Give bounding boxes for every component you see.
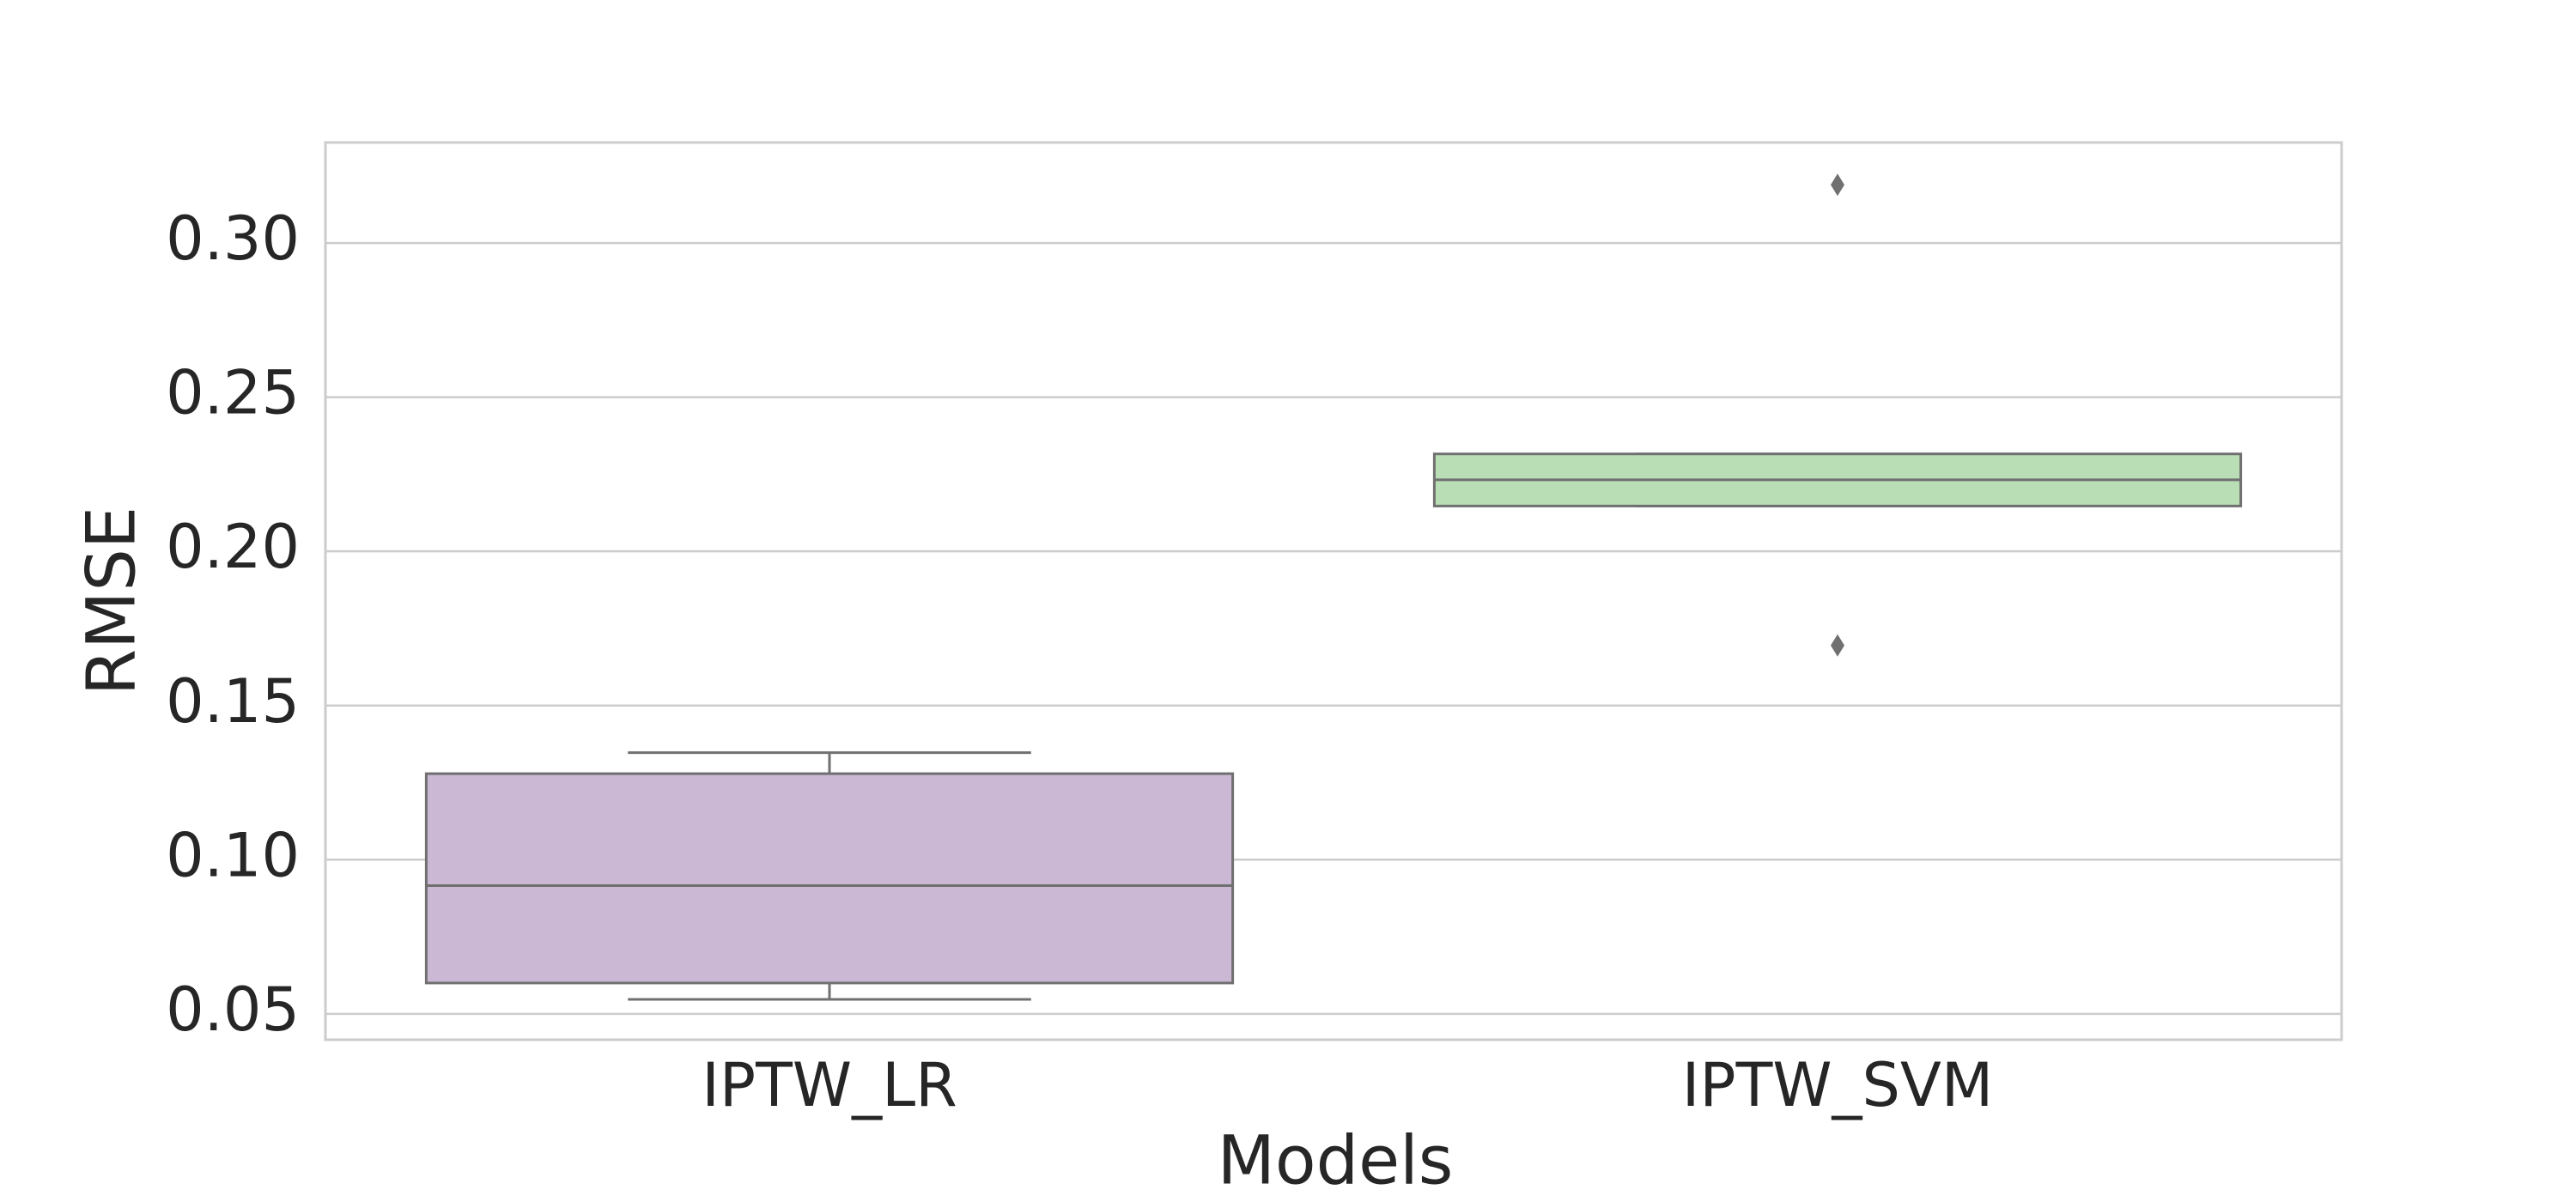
outlier [1831,634,1844,657]
y-tick-label: 0.05 [166,974,300,1045]
box [424,772,1235,985]
y-tick-label: 0.10 [166,820,300,890]
y-tick-label: 0.20 [166,512,300,582]
y-tick-label: 0.25 [166,358,300,428]
y-axis-label: RMSE [73,507,150,695]
x-axis-label: Models [1218,1122,1454,1199]
outlier [1831,173,1844,197]
x-tick-label: IPTW_SVM [1682,1050,1994,1120]
axes-frame [324,141,2343,1041]
y-tick-label: 0.15 [166,666,300,737]
x-tick-label: IPTW_LR [702,1050,957,1120]
y-tick-label: 0.30 [166,203,300,274]
